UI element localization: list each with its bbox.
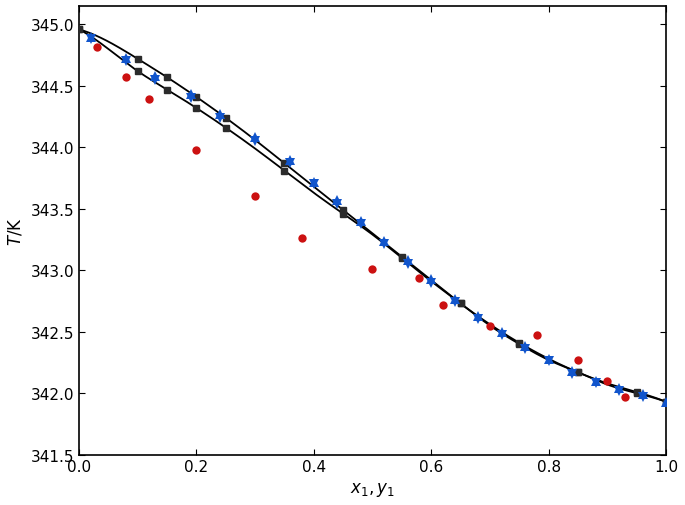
X-axis label: $x_1,y_1$: $x_1,y_1$ [350, 480, 395, 498]
Y-axis label: $T$/K: $T$/K [7, 216, 25, 245]
